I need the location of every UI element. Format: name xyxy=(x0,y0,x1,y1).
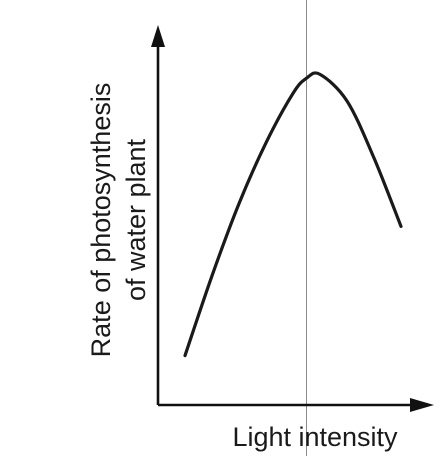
x-axis-arrowhead xyxy=(410,398,434,412)
y-axis-label-2: of water plant xyxy=(121,138,151,301)
x-axis-label: Light intensity xyxy=(232,422,398,452)
y-axis-label-line-1: Rate of photosynthesis xyxy=(86,83,116,358)
y-axis-arrowhead xyxy=(151,25,165,47)
y-axis-label: Rate of photosynthesis xyxy=(86,83,116,358)
plot-area xyxy=(151,0,434,456)
series-curve xyxy=(183,71,403,358)
y-axis-label-line-2: of water plant xyxy=(121,138,151,301)
